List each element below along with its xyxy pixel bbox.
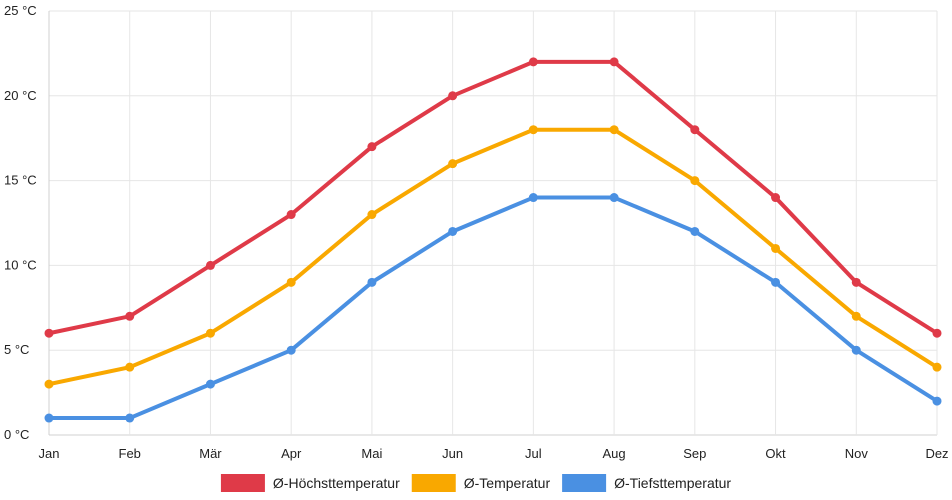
- series-1: [44, 125, 942, 389]
- data-point[interactable]: [448, 226, 458, 236]
- y-tick-label: 5 °C: [4, 342, 29, 357]
- data-point[interactable]: [125, 413, 135, 423]
- legend-swatch: [562, 474, 607, 492]
- legend-item[interactable]: Ø-Höchsttemperatur: [220, 474, 400, 492]
- data-point[interactable]: [44, 379, 54, 389]
- x-axis-ticks: Jan Feb Mär Apr Mai Jun Jul Aug Sep Okt Nov Dez: [39, 446, 949, 461]
- legend-item[interactable]: Ø-Temperatur: [411, 474, 551, 492]
- data-point[interactable]: [44, 413, 54, 423]
- data-point[interactable]: [367, 142, 377, 152]
- y-tick-label: 25 °C: [4, 3, 37, 18]
- data-point[interactable]: [125, 311, 135, 321]
- x-tick-label: Jul: [525, 446, 542, 461]
- series-lines: [44, 57, 942, 423]
- series-line: [47, 127, 939, 387]
- x-tick-label: Feb: [119, 446, 141, 461]
- data-point[interactable]: [448, 91, 458, 101]
- series-line: [47, 59, 939, 336]
- data-point[interactable]: [286, 345, 296, 355]
- data-point[interactable]: [851, 277, 861, 287]
- data-point[interactable]: [125, 362, 135, 372]
- y-tick-label: 0 °C: [4, 427, 29, 442]
- y-tick-label: 15 °C: [4, 173, 37, 188]
- data-point[interactable]: [771, 243, 781, 253]
- data-point[interactable]: [771, 193, 781, 203]
- data-point[interactable]: [367, 277, 377, 287]
- x-tick-label: Aug: [603, 446, 626, 461]
- data-point[interactable]: [609, 57, 619, 67]
- data-point[interactable]: [44, 328, 54, 338]
- x-tick-label: Sep: [683, 446, 706, 461]
- data-point[interactable]: [286, 277, 296, 287]
- data-point[interactable]: [286, 210, 296, 220]
- x-tick-label: Jan: [39, 446, 60, 461]
- data-point[interactable]: [528, 57, 538, 67]
- data-point[interactable]: [205, 328, 215, 338]
- legend-label: Ø-Höchsttemperatur: [273, 475, 400, 491]
- x-tick-label: Dez: [925, 446, 948, 461]
- data-point[interactable]: [690, 176, 700, 186]
- data-point[interactable]: [932, 362, 942, 372]
- data-point[interactable]: [528, 193, 538, 203]
- data-point[interactable]: [932, 328, 942, 338]
- data-point[interactable]: [690, 125, 700, 135]
- data-point[interactable]: [367, 210, 377, 220]
- data-point[interactable]: [771, 277, 781, 287]
- series-2: [44, 193, 942, 423]
- legend-swatch: [220, 474, 265, 492]
- x-tick-label: Apr: [281, 446, 302, 461]
- data-point[interactable]: [448, 159, 458, 169]
- data-point[interactable]: [205, 260, 215, 270]
- y-tick-label: 20 °C: [4, 88, 37, 103]
- x-tick-label: Okt: [765, 446, 786, 461]
- data-point[interactable]: [851, 311, 861, 321]
- y-axis-ticks: 0 °C 5 °C 10 °C 15 °C 20 °C 25 °C: [4, 3, 37, 442]
- data-point[interactable]: [851, 345, 861, 355]
- x-tick-label: Mär: [199, 446, 222, 461]
- legend-item[interactable]: Ø-Tiefsttemperatur: [562, 474, 731, 492]
- legend-label: Ø-Temperatur: [464, 475, 551, 491]
- data-point[interactable]: [609, 125, 619, 135]
- legend-swatch: [411, 474, 456, 492]
- series-line: [47, 195, 939, 421]
- data-point[interactable]: [932, 396, 942, 406]
- series-0: [44, 57, 942, 338]
- legend-label: Ø-Tiefsttemperatur: [614, 475, 731, 491]
- grid-lines: [48, 10, 938, 436]
- y-tick-label: 10 °C: [4, 257, 37, 272]
- legend[interactable]: Ø-Höchsttemperatur Ø-Temperatur Ø-Tiefstte…: [220, 474, 731, 492]
- data-point[interactable]: [528, 125, 538, 135]
- x-tick-label: Mai: [361, 446, 382, 461]
- data-point[interactable]: [690, 226, 700, 236]
- x-tick-label: Jun: [442, 446, 463, 461]
- data-point[interactable]: [205, 379, 215, 389]
- x-tick-label: Nov: [845, 446, 869, 461]
- data-point[interactable]: [609, 193, 619, 203]
